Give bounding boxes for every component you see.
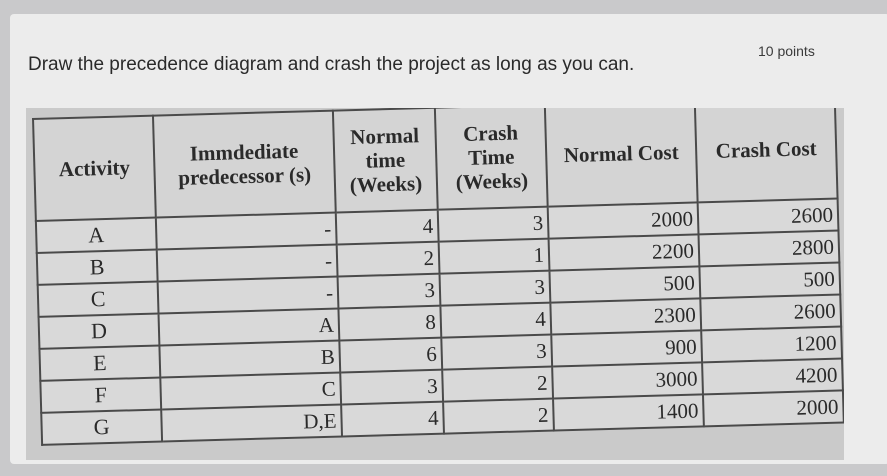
cell-predecessor: - (156, 244, 338, 282)
cell-activity: F (40, 377, 162, 413)
cell-activity: B (36, 249, 158, 285)
cell-normal-cost: 2300 (550, 298, 702, 335)
cell-activity: A (35, 217, 157, 253)
cell-crash-time: 4 (440, 302, 552, 338)
cell-crash-cost: 2600 (700, 294, 842, 331)
cell-normal-time: 3 (340, 369, 444, 405)
header-crash-cost: Crash Cost (694, 108, 838, 203)
cell-normal-time: 8 (338, 305, 442, 341)
header-activity: Activity (33, 115, 156, 221)
cell-activity: G (41, 409, 163, 445)
cell-crash-cost: 2800 (698, 230, 840, 267)
cell-normal-cost: 2200 (548, 234, 700, 271)
activity-table: Activity Immdediate predecessor (s) Norm… (32, 108, 844, 446)
header-predecessor: Immdediate predecessor (s) (152, 110, 336, 218)
table-photo: Activity Immdediate predecessor (s) Norm… (26, 108, 844, 460)
cell-normal-time: 6 (339, 337, 443, 373)
cell-crash-cost: 2000 (702, 390, 844, 427)
cell-crash-time: 3 (439, 270, 551, 306)
cell-activity: E (39, 345, 161, 381)
cell-predecessor: D,E (161, 404, 343, 442)
cell-crash-time: 3 (437, 206, 549, 242)
cell-predecessor: C (160, 372, 342, 410)
cell-crash-cost: 2600 (697, 198, 839, 235)
cell-normal-time: 4 (335, 209, 439, 245)
question-text: Draw the precedence diagram and crash th… (28, 54, 635, 75)
cell-predecessor: A (158, 308, 340, 346)
cell-normal-cost: 500 (549, 266, 701, 303)
cell-crash-time: 2 (442, 366, 554, 402)
cell-predecessor: - (157, 276, 339, 314)
cell-crash-cost: 4200 (702, 358, 843, 395)
cell-normal-time: 3 (337, 273, 441, 309)
cell-crash-time: 2 (443, 398, 554, 434)
cell-activity: C (37, 281, 159, 317)
cell-crash-time: 1 (438, 238, 550, 274)
cell-normal-time: 4 (341, 401, 444, 437)
cell-predecessor: B (159, 340, 341, 378)
cell-normal-time: 2 (336, 241, 440, 277)
header-normal-time: Normal time (Weeks) (332, 108, 438, 213)
header-crash-time: Crash Time (Weeks) (434, 108, 548, 210)
cell-normal-cost: 1400 (553, 394, 704, 431)
cell-crash-time: 3 (441, 334, 553, 370)
cell-predecessor: - (155, 212, 337, 250)
cell-crash-cost: 1200 (701, 326, 843, 363)
cell-crash-cost: 500 (699, 262, 841, 299)
header-normal-cost: Normal Cost (544, 108, 698, 207)
points-label: 10 points (758, 43, 815, 59)
cell-normal-cost: 3000 (552, 362, 703, 399)
cell-normal-cost: 2000 (547, 202, 699, 239)
cell-normal-cost: 900 (551, 330, 703, 367)
cell-activity: D (38, 313, 160, 349)
